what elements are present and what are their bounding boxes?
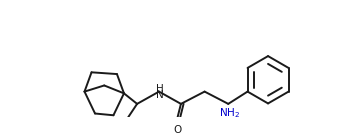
Text: H: H: [156, 84, 164, 94]
Text: O: O: [173, 125, 182, 134]
Text: N: N: [156, 90, 164, 100]
Text: NH$_2$: NH$_2$: [219, 107, 240, 120]
